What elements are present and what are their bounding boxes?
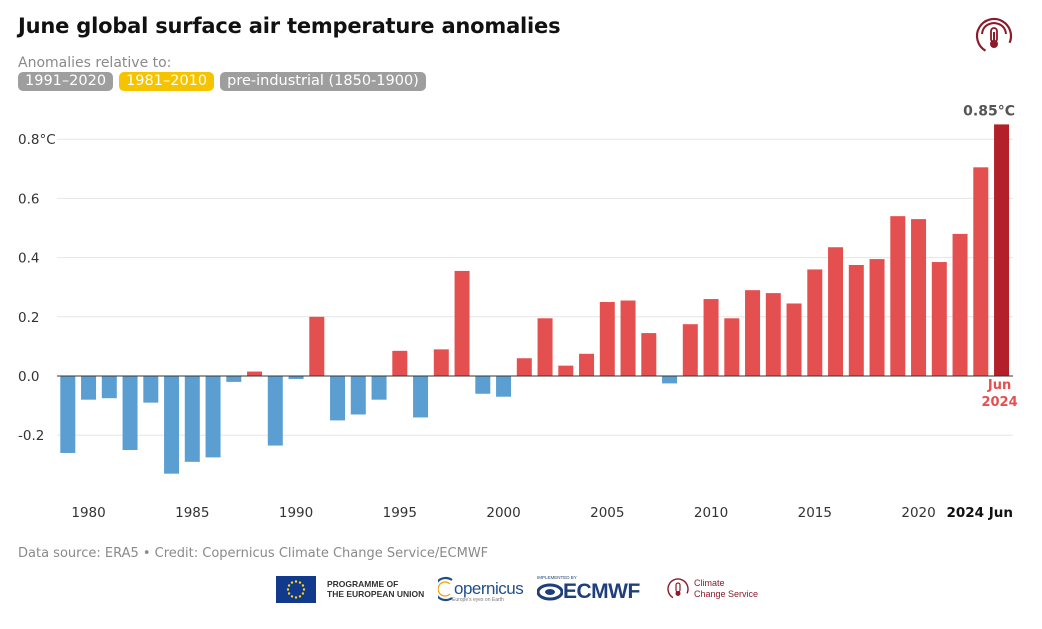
x-tick-label: 2005 [590, 505, 624, 521]
bar-1995 [392, 350, 408, 376]
baseline-subtitle: Anomalies relative to: [18, 55, 172, 71]
bar-1999 [475, 376, 491, 394]
highlight-month-label: Jun [987, 378, 1011, 393]
bar-1988 [247, 371, 263, 376]
copernicus-wordmark: opernicus [454, 579, 524, 598]
bar-2003 [558, 365, 574, 376]
bar-1987 [226, 376, 242, 382]
bar-2009 [682, 324, 698, 376]
bar-1981 [101, 376, 117, 399]
bar-1989 [267, 376, 283, 446]
x-tick-label-last: 2024 Jun [946, 505, 1013, 521]
bar-1998 [454, 270, 470, 376]
chart-title: June global surface air temperature anom… [18, 14, 561, 38]
bar-2019 [890, 216, 906, 376]
x-tick-label: 1985 [175, 505, 209, 521]
bar-2012 [745, 290, 761, 376]
bar-2006 [620, 300, 636, 376]
baseline-1981-2010-button[interactable]: 1981–2010 [119, 72, 215, 91]
bar-2008 [662, 376, 678, 384]
x-tick-label: 2020 [901, 505, 935, 521]
bar-2023 [973, 167, 989, 376]
ccs-thermometer-icon [667, 578, 689, 600]
bar-2005 [599, 302, 615, 376]
bar-1982 [122, 376, 138, 450]
ecmwf-wordmark: ECMWF [563, 580, 640, 603]
highlight-value-label: 0.85°C [963, 103, 1015, 119]
bar-1985 [184, 376, 200, 462]
anomaly-bar-chart: -0.2 0.0 0.2 0.4 0.6 0.8°C 1980 1985 1990 1995 200… [18, 103, 1018, 521]
bar-1980 [81, 376, 97, 400]
bar-2011 [724, 318, 740, 376]
bar-2017 [848, 265, 864, 376]
y-tick-label: 0.2 [18, 310, 39, 326]
bar-1997 [433, 349, 449, 376]
bar-2021 [931, 262, 947, 376]
copernicus-logo: opernicus Europe's eyes on Earth [438, 572, 524, 606]
bar-1992 [330, 376, 346, 421]
partner-logos: PROGRAMME OF THE EUROPEAN UNION opernicu… [276, 572, 776, 606]
bar-1984 [164, 376, 180, 474]
bar-1996 [413, 376, 429, 418]
baseline-preindustrial-button[interactable]: pre-industrial (1850-1900) [220, 72, 426, 91]
x-tick-label: 2010 [694, 505, 728, 521]
ecmwf-logo: IMPLEMENTED BY ECMWF [537, 572, 640, 606]
eu-text-line1: PROGRAMME OF [327, 579, 399, 589]
bar-1991 [309, 316, 325, 376]
bar-2014 [786, 303, 802, 376]
bar-2024 [994, 124, 1010, 377]
bar-1994 [371, 376, 387, 400]
y-tick-label: 0.8°C [18, 132, 56, 148]
ecmwf-implemented-by: IMPLEMENTED BY [537, 575, 577, 580]
bar-2016 [828, 247, 844, 376]
bar-1986 [205, 376, 221, 458]
eu-text-line2: THE EUROPEAN UNION [327, 589, 425, 599]
ccs-text-line2: Change Service [694, 589, 759, 599]
y-tick-label: 0.0 [18, 369, 39, 385]
bar-2000 [496, 376, 512, 397]
copernicus-c-icon [438, 576, 453, 602]
data-source-credit: Data source: ERA5 • Credit: Copernicus C… [18, 546, 489, 561]
ecmwf-swirl-icon [537, 583, 563, 601]
highlight-year-label: 2024 [981, 395, 1017, 410]
eu-logo: PROGRAMME OF THE EUROPEAN UNION [276, 572, 424, 606]
climate-thermometer-icon [975, 17, 1013, 55]
x-tick-label: 2000 [486, 505, 520, 521]
y-tick-label: 0.6 [18, 191, 39, 207]
bar-2018 [869, 259, 885, 376]
bar-1993 [350, 376, 366, 415]
y-tick-label: 0.4 [18, 251, 39, 267]
bar-2010 [703, 299, 719, 376]
ccs-logo: Climate Change Service [666, 572, 758, 606]
bar-1990 [288, 376, 304, 379]
baseline-1991-2020-button[interactable]: 1991–2020 [18, 72, 114, 91]
x-tick-label: 1980 [71, 505, 105, 521]
bar-1983 [143, 376, 159, 403]
bar-2007 [641, 333, 657, 376]
copernicus-tagline: Europe's eyes on Earth [452, 597, 504, 603]
x-tick-label: 2015 [798, 505, 832, 521]
bar-2002 [537, 318, 553, 376]
eu-flag-icon [276, 575, 316, 603]
bar-2001 [516, 358, 532, 376]
x-tick-label: 1995 [383, 505, 417, 521]
baseline-selector: 1991–2020 1981–2010 pre-industrial (1850… [18, 72, 426, 91]
bar-2015 [807, 269, 823, 376]
y-tick-label: -0.2 [18, 428, 44, 444]
bar-2020 [911, 219, 927, 376]
bar-2004 [579, 353, 595, 376]
ccs-text-line1: Climate [694, 578, 725, 588]
bar-2022 [952, 233, 968, 376]
x-tick-label: 1990 [279, 505, 313, 521]
bar-2013 [765, 293, 781, 376]
bar-1979 [60, 376, 76, 453]
